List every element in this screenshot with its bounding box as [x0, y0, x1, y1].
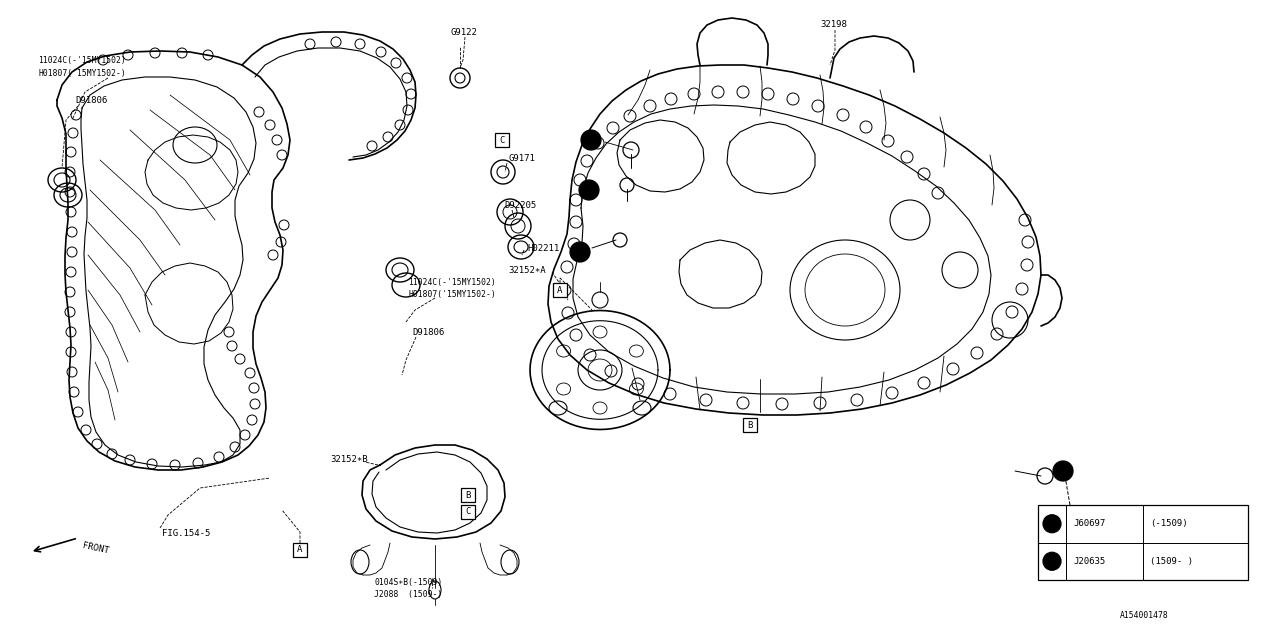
Text: J60697: J60697: [1073, 519, 1105, 528]
Text: H01807('15MY1502-): H01807('15MY1502-): [408, 289, 495, 298]
Text: 1: 1: [1050, 557, 1055, 566]
Text: D91806: D91806: [412, 328, 444, 337]
Text: B: B: [748, 420, 753, 429]
Text: A: A: [557, 285, 563, 294]
Text: 11024C(-'15MY1502): 11024C(-'15MY1502): [408, 278, 495, 287]
Circle shape: [1043, 515, 1061, 532]
Text: A154001478: A154001478: [1120, 611, 1169, 620]
Text: C: C: [466, 508, 471, 516]
Text: 1: 1: [1050, 519, 1055, 528]
Bar: [461, 488, 475, 502]
Text: C: C: [499, 136, 504, 145]
Text: 0104S∗B(-1509): 0104S∗B(-1509): [374, 577, 443, 586]
Text: 11024C(-'15MY1502): 11024C(-'15MY1502): [38, 56, 125, 65]
Text: H01807('15MY1502-): H01807('15MY1502-): [38, 68, 125, 77]
Text: (1509- ): (1509- ): [1149, 557, 1193, 566]
Circle shape: [570, 242, 590, 262]
Circle shape: [1053, 461, 1073, 481]
Text: 32198: 32198: [820, 19, 847, 29]
Text: 32152∗B: 32152∗B: [330, 456, 367, 465]
Text: FRONT: FRONT: [82, 541, 110, 555]
Bar: [495, 133, 509, 147]
Circle shape: [1043, 552, 1061, 570]
Bar: [293, 543, 307, 557]
Bar: [553, 283, 567, 297]
Text: 1: 1: [586, 186, 591, 195]
Text: 1: 1: [1061, 467, 1065, 476]
Circle shape: [581, 130, 602, 150]
Circle shape: [579, 180, 599, 200]
Text: D91806: D91806: [76, 95, 108, 104]
Text: 1: 1: [589, 136, 594, 145]
Text: G9122: G9122: [451, 28, 477, 36]
Text: 32152∗A: 32152∗A: [508, 266, 545, 275]
Text: J2088  (1509-): J2088 (1509-): [374, 589, 443, 598]
Bar: [742, 418, 756, 432]
Text: 1: 1: [577, 248, 582, 257]
Text: J20635: J20635: [1073, 557, 1105, 566]
Text: G9171: G9171: [508, 154, 535, 163]
Text: B: B: [466, 490, 471, 499]
Text: D92205: D92205: [504, 200, 536, 209]
Bar: [461, 505, 475, 519]
Bar: [1038, 505, 1248, 580]
Text: FIG.154-5: FIG.154-5: [163, 529, 210, 538]
Text: H02211: H02211: [527, 243, 559, 253]
Text: A: A: [297, 545, 302, 554]
Text: (-1509): (-1509): [1149, 519, 1188, 528]
